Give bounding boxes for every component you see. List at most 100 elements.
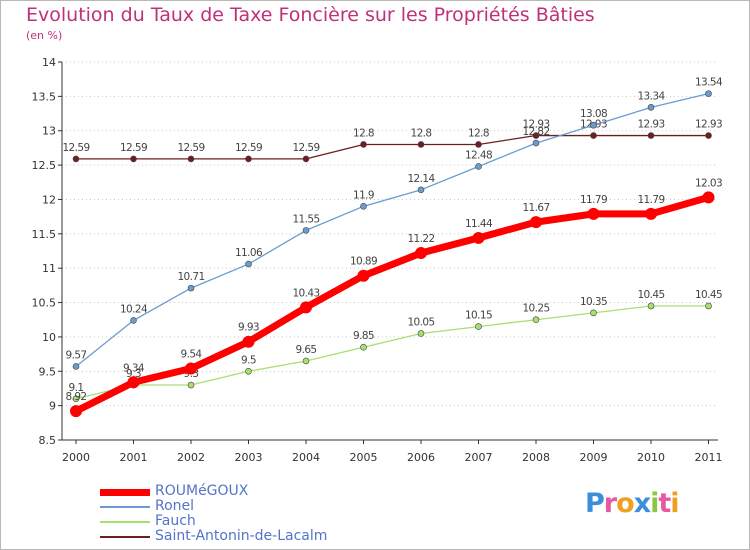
data-label: 10.35 <box>580 296 607 308</box>
data-point <box>417 186 425 194</box>
legend-swatch <box>100 506 150 508</box>
data-label: 9.34 <box>123 362 145 374</box>
legend-swatch <box>100 521 150 523</box>
data-label: 10.24 <box>120 303 148 315</box>
data-label: 11.55 <box>292 213 319 225</box>
data-label: 13.54 <box>695 77 723 89</box>
data-label: 10.25 <box>522 303 549 315</box>
data-label: 12.14 <box>407 173 435 185</box>
data-point <box>530 216 542 229</box>
series-line <box>76 134 709 160</box>
data-point <box>705 132 712 139</box>
data-label: 11.9 <box>353 189 374 201</box>
data-label: 10.05 <box>407 316 434 328</box>
data-point <box>587 207 600 220</box>
data-label: 10.71 <box>177 271 204 283</box>
data-point <box>532 139 540 147</box>
data-label: 10.15 <box>465 310 492 322</box>
data-point <box>302 357 310 365</box>
data-label: 9.93 <box>238 322 259 334</box>
y-tick-label: 10.5 <box>32 297 57 310</box>
data-label: 10.45 <box>695 289 722 301</box>
series-line <box>74 194 710 415</box>
data-point <box>705 90 712 97</box>
data-label: 10.45 <box>637 289 664 301</box>
data-label: 12.59 <box>177 142 204 154</box>
data-label: 9.5 <box>241 354 256 366</box>
data-label: 11.79 <box>637 194 664 206</box>
data-point <box>72 155 80 163</box>
data-point <box>472 231 485 244</box>
x-tick-label: 2007 <box>465 451 493 464</box>
data-label: 12.59 <box>62 142 89 154</box>
data-point <box>475 163 482 170</box>
x-tick-label: 2011 <box>695 451 723 464</box>
data-point <box>647 302 655 310</box>
data-point <box>475 323 482 330</box>
data-point <box>357 269 370 282</box>
data-point <box>475 141 482 148</box>
data-label: 12.48 <box>465 149 492 161</box>
data-point <box>187 155 195 163</box>
y-tick-label: 11 <box>42 262 56 275</box>
data-point <box>242 335 255 348</box>
data-label: 9.3 <box>126 368 141 380</box>
data-label: 11.22 <box>407 233 434 245</box>
y-tick-label: 9 <box>49 400 56 413</box>
x-tick-label: 2006 <box>407 451 435 464</box>
legend-swatch <box>100 488 150 496</box>
data-point <box>647 104 655 111</box>
series-line <box>75 92 709 367</box>
data-label: 12.82 <box>522 126 549 138</box>
data-point <box>360 203 367 210</box>
data-point <box>590 121 597 129</box>
chart-subtitle: (en %) <box>26 29 63 42</box>
legend-label: Fauch <box>155 513 196 529</box>
y-tick-label: 12.5 <box>32 159 57 172</box>
data-label: 9.65 <box>296 344 317 356</box>
data-point <box>302 155 310 163</box>
data-point <box>302 227 310 234</box>
data-label: 11.67 <box>522 202 549 214</box>
data-point <box>72 363 80 370</box>
legend-label: ROUMéGOUX <box>155 483 249 499</box>
data-label: 11.06 <box>235 247 263 259</box>
data-point <box>72 395 80 403</box>
data-point <box>532 316 540 324</box>
x-tick-label: 2010 <box>637 451 665 464</box>
data-point <box>647 132 655 139</box>
data-point <box>360 141 367 148</box>
data-point <box>130 155 137 163</box>
x-tick-label: 2005 <box>350 451 378 464</box>
y-tick-label: 8.5 <box>39 434 57 447</box>
y-tick-label: 13.5 <box>32 90 57 103</box>
data-point <box>645 207 657 220</box>
x-tick-label: 2001 <box>120 451 148 464</box>
data-point <box>130 317 137 324</box>
data-point <box>245 367 252 375</box>
data-label: 12.93 <box>695 119 722 131</box>
data-label: 10.43 <box>292 287 319 299</box>
data-label: 9.85 <box>353 330 374 342</box>
legend-label: Saint-Antonin-de-Lacalm <box>155 528 328 544</box>
data-label: 12.93 <box>522 119 549 131</box>
data-label: 9.1 <box>69 382 84 394</box>
data-label: 13.08 <box>580 108 607 120</box>
data-label: 12.8 <box>411 127 432 139</box>
data-label: 13.34 <box>637 90 665 102</box>
data-label: 9.54 <box>181 349 203 361</box>
x-tick-label: 2004 <box>292 451 320 464</box>
data-label: 10.89 <box>350 256 377 268</box>
data-label: 11.44 <box>465 218 493 230</box>
x-tick-label: 2008 <box>522 451 550 464</box>
y-tick-label: 14 <box>42 56 56 69</box>
chart-title: Evolution du Taux de Taxe Foncière sur l… <box>26 4 595 26</box>
data-label: 12.93 <box>637 119 664 131</box>
y-tick-label: 11.5 <box>32 228 57 241</box>
data-point <box>245 155 252 163</box>
y-tick-label: 10 <box>42 331 56 344</box>
data-point <box>702 191 715 204</box>
data-point <box>245 260 252 268</box>
data-point <box>417 141 425 148</box>
